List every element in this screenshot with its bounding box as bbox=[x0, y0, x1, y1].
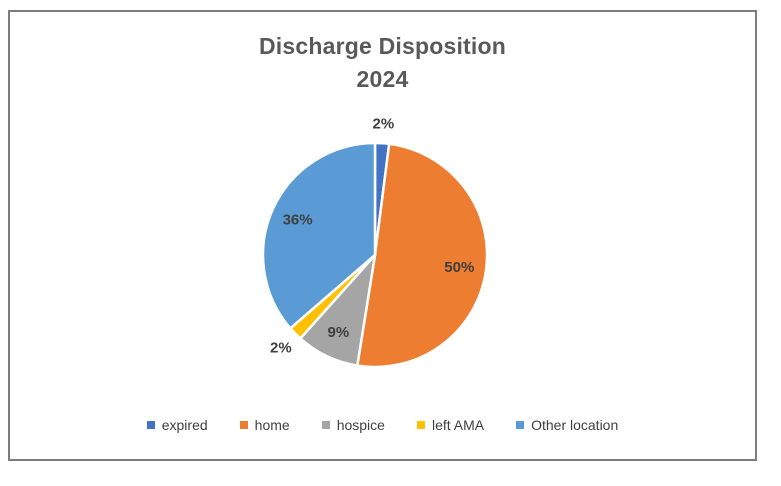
legend-item-expired[interactable]: expired bbox=[146, 417, 208, 433]
chart-title-line2: 2024 bbox=[356, 66, 409, 92]
legend-item-left-ama[interactable]: left AMA bbox=[416, 417, 485, 433]
pie-slice-other-location[interactable] bbox=[261, 141, 377, 330]
legend-swatch-home bbox=[239, 421, 248, 429]
pie-label-home: 50% bbox=[444, 259, 474, 276]
pie-label-left-ama: 2% bbox=[270, 340, 292, 357]
legend-swatch-left-ama bbox=[416, 421, 425, 429]
chart-title: Discharge Disposition 2024 bbox=[10, 30, 755, 96]
pie-label-hospice: 9% bbox=[328, 324, 350, 341]
chart-area[interactable]: Discharge Disposition 2024 2% 50% 9% 2% 36% … bbox=[8, 10, 757, 461]
legend-label-other-location: Other location bbox=[531, 417, 619, 433]
legend-item-home[interactable]: home bbox=[239, 417, 290, 433]
pie-label-other-location: 36% bbox=[283, 212, 313, 229]
pie-label-expired: 2% bbox=[373, 115, 395, 132]
legend-label-expired: expired bbox=[161, 417, 208, 433]
legend-swatch-hospice bbox=[321, 421, 330, 429]
legend-item-other-location[interactable]: Other location bbox=[516, 417, 618, 433]
chart-title-line1: Discharge Disposition bbox=[258, 33, 507, 59]
pie-chart: 2% 50% 9% 2% 36% bbox=[261, 115, 489, 369]
legend-swatch-expired bbox=[146, 421, 155, 429]
legend-label-home: home bbox=[254, 417, 290, 433]
legend-item-hospice[interactable]: hospice bbox=[321, 417, 385, 433]
legend-label-left-ama: left AMA bbox=[431, 417, 485, 433]
legend-swatch-other-location bbox=[516, 421, 525, 429]
pie-slice-home[interactable] bbox=[356, 142, 489, 369]
legend-label-hospice: hospice bbox=[336, 417, 385, 433]
legend: expired home hospice left AMA Other location bbox=[10, 417, 755, 433]
